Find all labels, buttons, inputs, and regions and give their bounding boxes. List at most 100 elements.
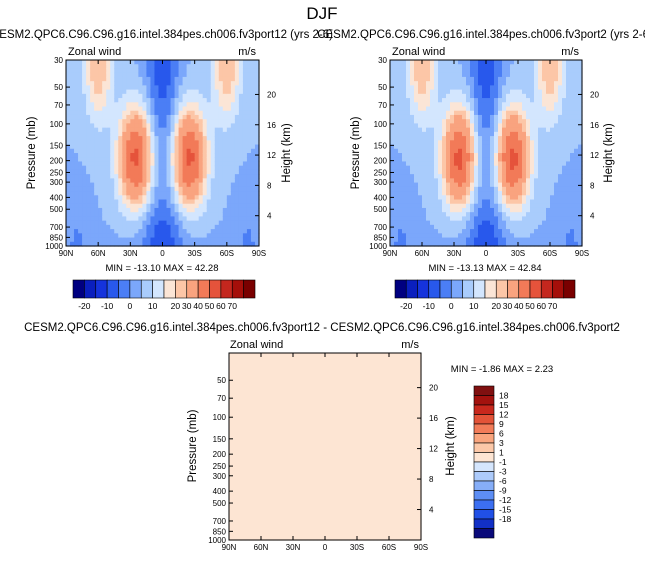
contour-cell: [210, 207, 216, 213]
contour-cell: [578, 195, 583, 201]
contour-cell: [249, 408, 254, 414]
contour-cell: [554, 106, 559, 112]
contour-cell: [246, 136, 252, 141]
contour-cell: [546, 165, 551, 171]
contour-cell: [530, 220, 535, 226]
contour-cell: [78, 136, 83, 141]
contour-cell: [146, 131, 152, 137]
contour-cell: [162, 127, 168, 133]
contour-cell: [562, 178, 567, 184]
contour-cell: [418, 195, 423, 201]
contour-cell: [249, 395, 254, 401]
contour-cell: [182, 199, 188, 205]
contour-cell: [122, 178, 127, 184]
contour-cell: [222, 216, 228, 222]
contour-cell: [257, 425, 262, 431]
contour-cell: [138, 110, 143, 116]
contour-cell: [238, 157, 244, 163]
contour-cell: [450, 182, 455, 188]
contour-cell: [486, 199, 491, 205]
contour-cell: [450, 60, 455, 65]
contour-cell: [442, 76, 447, 82]
contour-cell: [142, 68, 148, 74]
contour-cell: [430, 224, 435, 230]
contour-cell: [242, 60, 248, 65]
contour-cell: [122, 64, 127, 70]
contour-cell: [394, 237, 399, 243]
contour-cell: [70, 237, 75, 243]
contour-cell: [470, 114, 475, 120]
contour-cell: [390, 119, 395, 125]
contour-cell: [542, 93, 547, 99]
contour-cell: [242, 216, 248, 222]
contour-cell: [94, 106, 99, 112]
contour-cell: [526, 212, 531, 218]
contour-cell: [242, 157, 248, 163]
contour-cell: [253, 395, 258, 401]
contour-cell: [534, 110, 539, 116]
contour-cell: [534, 207, 539, 213]
contour-cell: [478, 93, 483, 99]
contour-cell: [237, 506, 242, 511]
contour-cell: [106, 237, 111, 243]
contour-cell: [518, 148, 523, 154]
contour-cell: [214, 241, 220, 247]
contour-cell: [566, 72, 571, 78]
contour-cell: [230, 237, 236, 243]
contour-cell: [530, 98, 535, 103]
contour-cell: [261, 412, 266, 418]
contour-cell: [74, 119, 79, 125]
contour-cell: [482, 89, 487, 95]
contour-cell: [546, 140, 551, 146]
contour-cell: [178, 220, 184, 226]
contour-cell: [518, 110, 523, 116]
contour-cell: [574, 98, 579, 103]
contour-cell: [526, 72, 531, 78]
contour-cell: [150, 81, 156, 86]
contour-cell: [486, 174, 491, 179]
contour-cell: [198, 144, 204, 150]
contour-cell: [245, 387, 250, 392]
contour-cell: [578, 203, 583, 209]
contour-cell: [518, 216, 523, 222]
contour-cell: [253, 357, 258, 363]
contour-cell: [454, 119, 459, 125]
contour-cell: [210, 68, 216, 74]
contour-cell: [210, 203, 216, 209]
contour-cell: [86, 199, 91, 205]
right-tick-label: 12: [267, 151, 276, 160]
contour-cell: [434, 237, 439, 243]
contour-cell: [249, 484, 254, 490]
contour-cell: [434, 60, 439, 65]
contour-cell: [194, 123, 200, 129]
contour-cell: [390, 140, 395, 146]
contour-cell: [174, 233, 180, 239]
contour-cell: [106, 153, 111, 158]
contour-cell: [265, 391, 270, 397]
contour-cell: [98, 178, 103, 184]
contour-cell: [245, 421, 250, 426]
contour-cell: [210, 127, 216, 133]
contour-cell: [470, 153, 475, 158]
contour-cell: [498, 76, 503, 82]
contour-cell: [546, 114, 551, 120]
contour-cell: [257, 404, 262, 409]
contour-cell: [214, 182, 220, 188]
contour-cell: [233, 353, 238, 358]
contour-cell: [558, 81, 563, 86]
contour-cell: [241, 472, 246, 477]
contour-cell: [162, 119, 168, 125]
contour-cell: [474, 127, 479, 133]
y-tick-label: 50: [54, 83, 63, 92]
contour-cell: [74, 131, 79, 137]
contour-cell: [514, 161, 519, 167]
contour-cell: [142, 157, 148, 163]
contour-cell: [578, 186, 583, 192]
contour-cell: [398, 178, 403, 184]
contour-cell: [146, 110, 152, 116]
contour-cell: [434, 131, 439, 137]
contour-cell: [130, 229, 135, 234]
contour-cell: [102, 182, 107, 188]
contour-cell: [269, 404, 274, 409]
contour-cell: [570, 220, 575, 226]
